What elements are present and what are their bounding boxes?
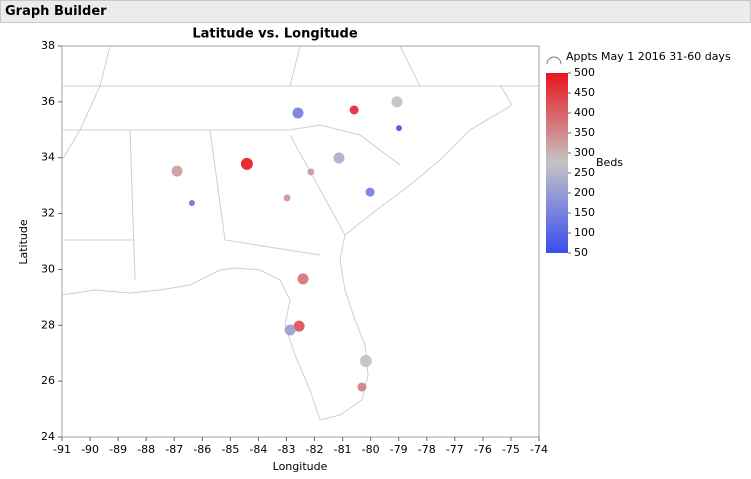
x-tick-label: -79 (390, 443, 408, 456)
point (293, 320, 305, 332)
header-bar: Graph Builder (0, 0, 751, 23)
color-tick-label: 250 (574, 166, 595, 179)
x-tick-label: -83 (277, 443, 295, 456)
y-axis-label: Latitude (17, 219, 30, 265)
point (297, 273, 309, 285)
color-tick-label: 50 (574, 246, 588, 259)
point (359, 355, 372, 368)
x-tick-label: -75 (502, 443, 520, 456)
y-tick-label: 26 (41, 374, 55, 387)
y-tick-label: 34 (41, 151, 55, 164)
y-tick-label: 24 (41, 430, 55, 443)
point (307, 168, 315, 176)
header-title: Graph Builder (5, 4, 107, 19)
chart-title: Latitude vs. Longitude (192, 27, 358, 42)
x-tick-label: -85 (221, 443, 239, 456)
point (357, 382, 367, 392)
point (365, 187, 375, 197)
y-tick-label: 30 (41, 262, 55, 275)
point (240, 157, 253, 170)
point (333, 152, 345, 164)
x-tick-label: -90 (81, 443, 99, 456)
x-tick-label: -78 (418, 443, 436, 456)
color-legend-title: Beds (596, 156, 623, 169)
x-tick-label: -91 (53, 443, 71, 456)
map-outline (61, 45, 539, 421)
color-tick-label: 100 (574, 226, 595, 239)
x-tick-label: -76 (474, 443, 492, 456)
color-tick-label: 450 (574, 86, 595, 99)
color-tick-label: 150 (574, 206, 595, 219)
color-tick-label: 400 (574, 106, 595, 119)
y-tick-label: 28 (41, 318, 55, 331)
x-tick-label: -89 (109, 443, 127, 456)
point (284, 324, 296, 336)
point (292, 107, 304, 119)
x-tick-label: -88 (137, 443, 155, 456)
y-tick-label: 36 (41, 95, 55, 108)
point (395, 125, 402, 132)
point (349, 105, 359, 115)
x-tick-label: -74 (530, 443, 548, 456)
x-tick-label: -80 (362, 443, 380, 456)
size-legend-title: Appts May 1 2016 31-60 days (566, 50, 731, 63)
x-tick-label: -82 (306, 443, 324, 456)
x-axis-label: Longitude (273, 460, 328, 473)
x-tick-label: -77 (446, 443, 464, 456)
color-tick-label: 350 (574, 126, 595, 139)
color-scale-bar (546, 73, 568, 253)
color-tick-label: 500 (574, 66, 595, 79)
color-tick-label: 200 (574, 186, 595, 199)
point (391, 96, 403, 108)
x-tick-label: -87 (165, 443, 183, 456)
y-tick-label: 38 (41, 39, 55, 52)
x-tick-label: -81 (334, 443, 352, 456)
size-legend-icon (546, 56, 562, 65)
y-tick-label: 32 (41, 207, 55, 220)
point (188, 199, 195, 206)
color-tick-label: 300 (574, 146, 595, 159)
x-tick-label: -86 (193, 443, 211, 456)
point (171, 165, 183, 177)
point (283, 194, 291, 202)
x-tick-label: -84 (249, 443, 267, 456)
